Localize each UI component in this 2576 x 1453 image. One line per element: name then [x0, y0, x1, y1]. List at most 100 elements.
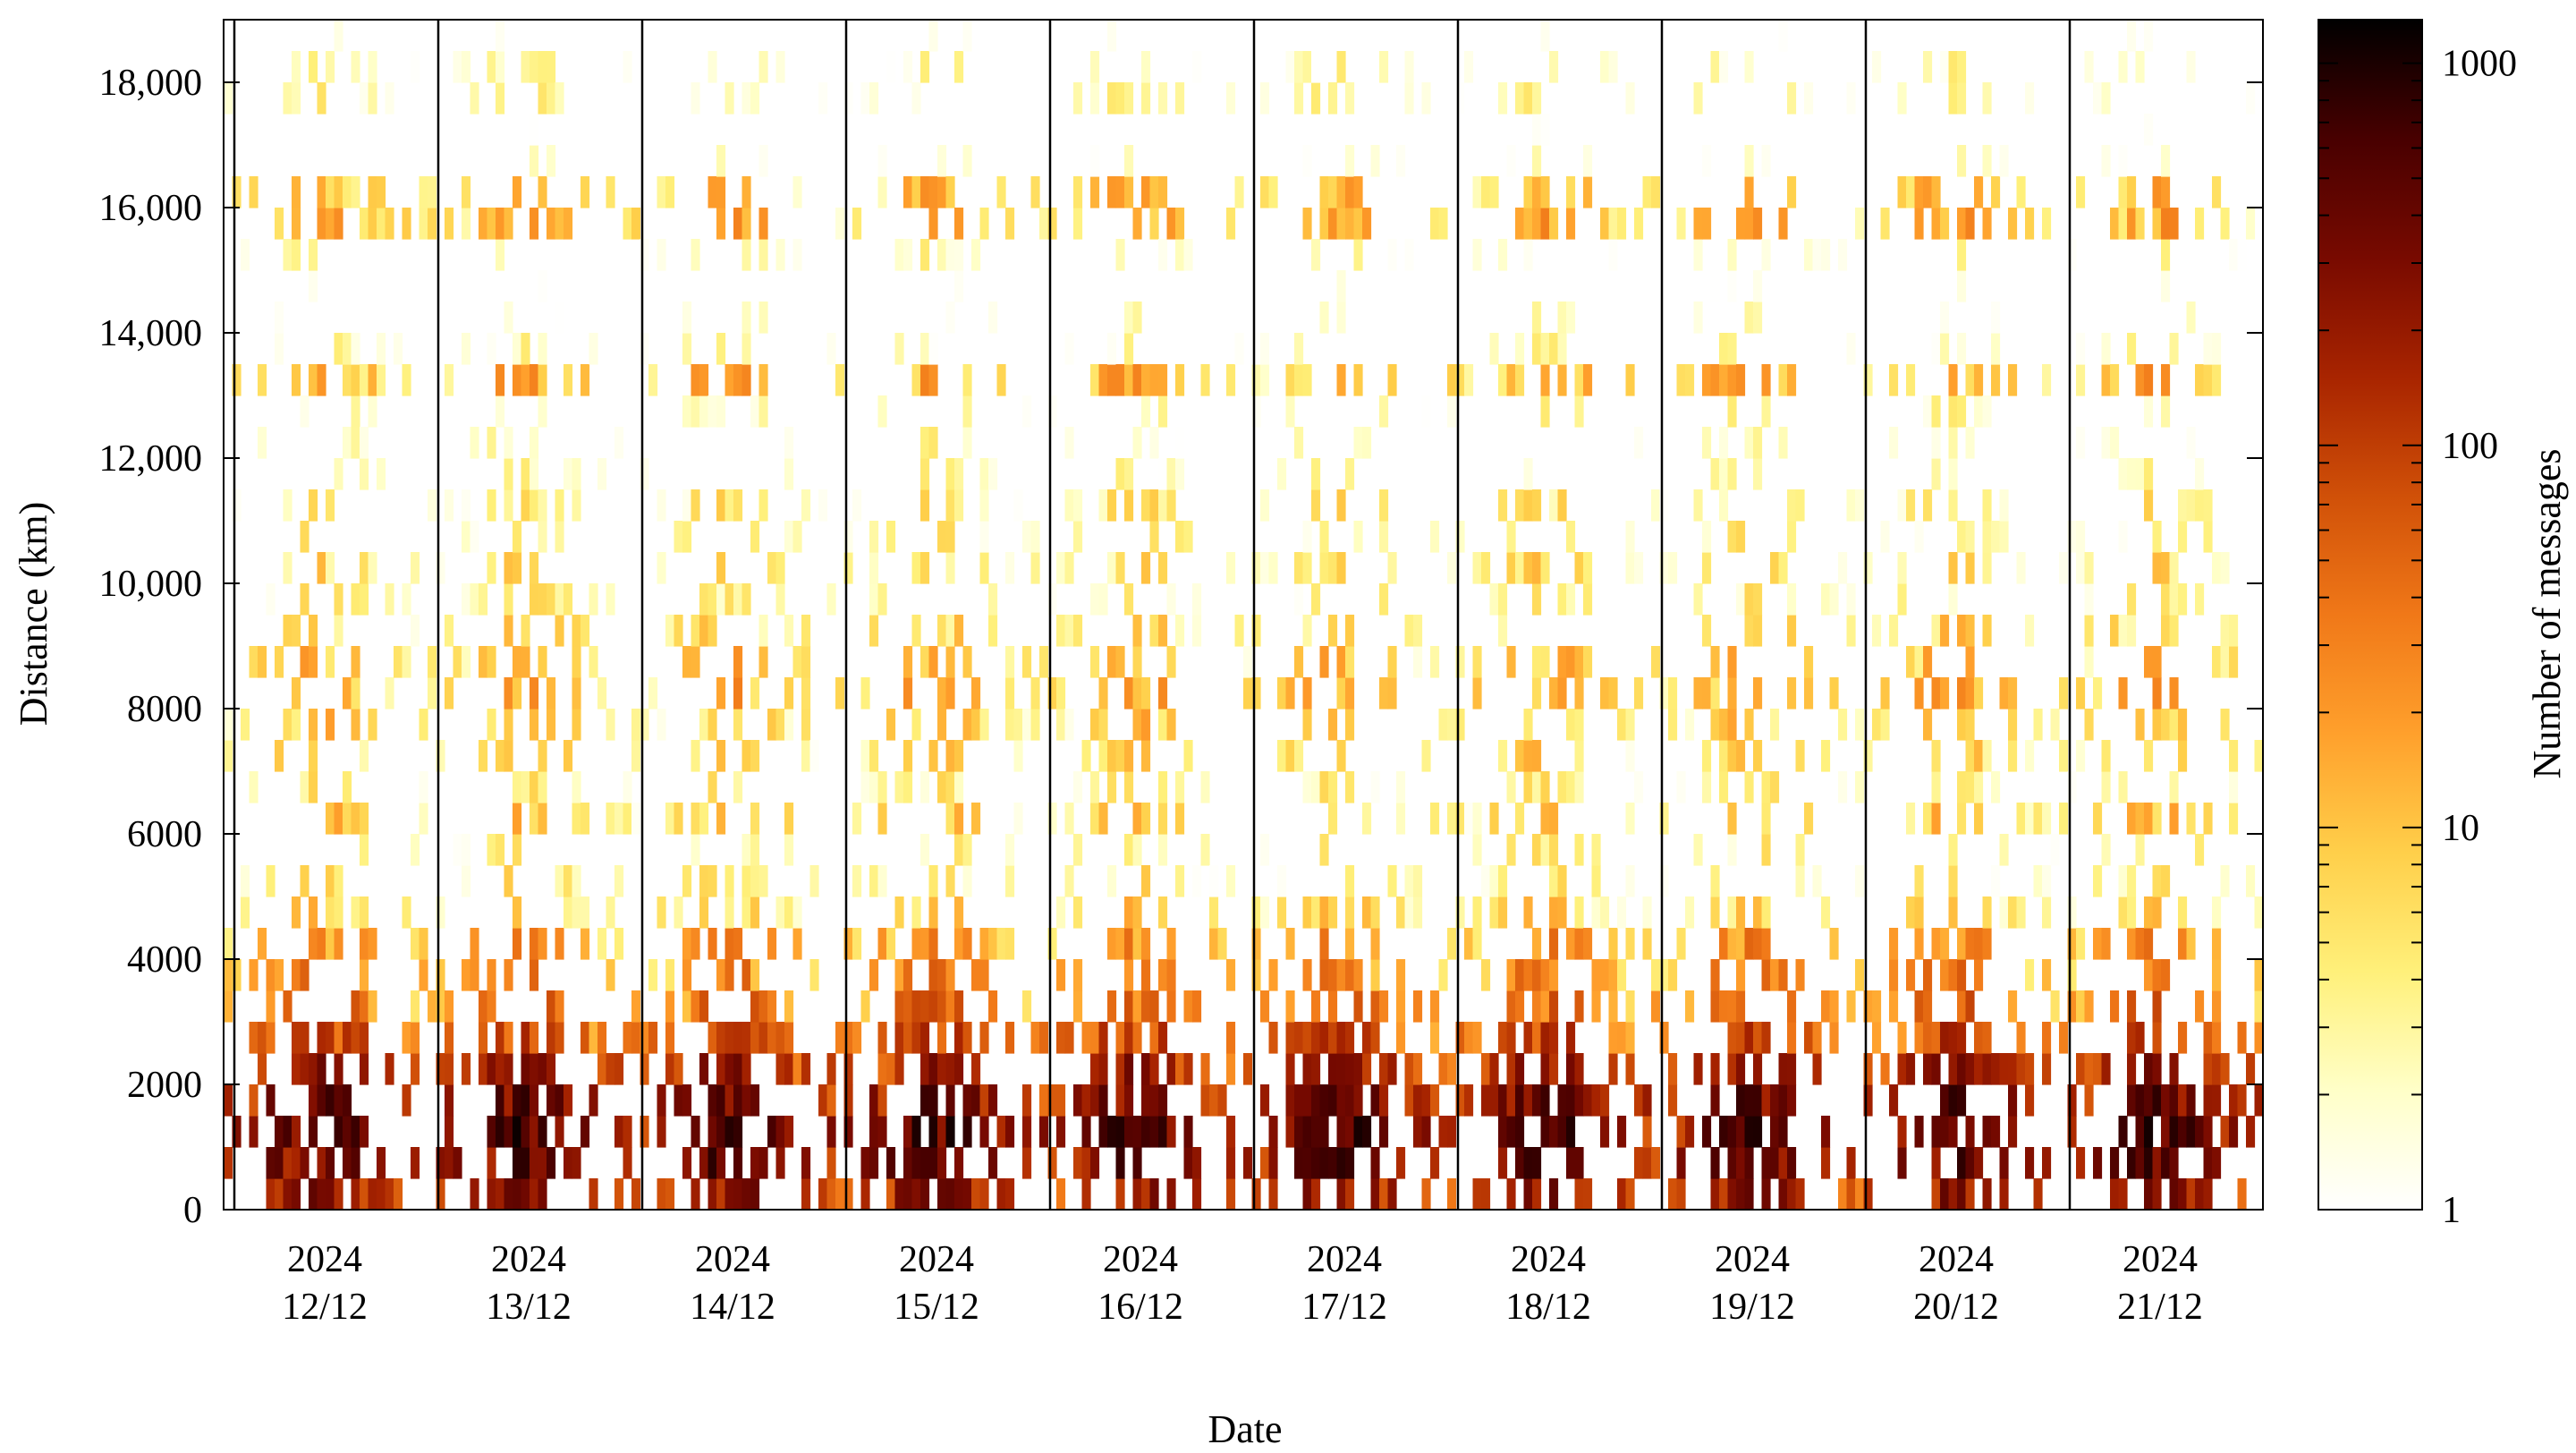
heatmap-cell	[547, 82, 556, 115]
heatmap-cell	[631, 803, 641, 835]
heatmap-cell	[360, 928, 369, 960]
heatmap-cell	[2135, 1084, 2145, 1117]
heatmap-cell	[784, 709, 794, 741]
heatmap-cell	[1515, 82, 1525, 115]
heatmap-cell	[708, 615, 717, 647]
heatmap-cell	[1804, 646, 1814, 678]
heatmap-cell	[1923, 990, 1933, 1023]
heatmap-cell	[886, 709, 896, 741]
heatmap-cell	[631, 1022, 641, 1054]
heatmap-cell	[937, 1022, 947, 1054]
heatmap-cell	[436, 1147, 445, 1179]
heatmap-cell	[911, 552, 921, 584]
heatmap-cell	[1506, 521, 1516, 553]
heatmap-cell	[1863, 552, 1873, 584]
heatmap-cell	[758, 865, 768, 897]
heatmap-cell	[2067, 959, 2077, 991]
heatmap-cell	[945, 740, 955, 772]
heatmap-cell	[1047, 1084, 1057, 1117]
heatmap-cell	[1098, 803, 1108, 835]
heatmap-cell	[1855, 489, 1865, 522]
heatmap-cell	[326, 896, 335, 929]
heatmap-cell	[1396, 959, 1406, 991]
heatmap-cell	[2135, 1022, 2145, 1054]
heatmap-cell	[1634, 771, 1644, 803]
heatmap-cell	[2084, 646, 2094, 678]
heatmap-cell	[1676, 1147, 1686, 1179]
heatmap-cell	[691, 834, 700, 866]
heatmap-cell	[1549, 1053, 1559, 1085]
heatmap-cell	[1132, 803, 1142, 835]
heatmap-cell	[1175, 208, 1185, 240]
heatmap-cell	[1753, 302, 1763, 334]
heatmap-cell	[1132, 896, 1142, 929]
heatmap-cell	[1090, 1147, 1100, 1179]
heatmap-cell	[750, 1147, 760, 1179]
heatmap-cell	[1821, 239, 1831, 271]
heatmap-cell	[1319, 1084, 1329, 1117]
heatmap-cell	[1523, 176, 1533, 208]
heatmap-cell	[224, 709, 233, 741]
heatmap-cell	[1744, 583, 1754, 616]
heatmap-cell	[2025, 615, 2035, 647]
heatmap-cell	[1124, 82, 1134, 115]
heatmap-cell	[266, 1178, 275, 1210]
x-tick-label-date: 17/12	[1301, 1287, 1387, 1328]
heatmap-cell	[2161, 176, 2171, 208]
heatmap-cell	[504, 1178, 513, 1210]
heatmap-cell	[445, 364, 454, 396]
heatmap-cell	[343, 1147, 352, 1179]
heatmap-cell	[538, 583, 547, 616]
heatmap-cell	[317, 552, 326, 584]
heatmap-cell	[1744, 427, 1754, 459]
heatmap-cell	[258, 646, 267, 678]
heatmap-cell	[724, 959, 734, 991]
heatmap-cell	[1090, 709, 1100, 741]
heatmap-cell	[513, 521, 522, 553]
heatmap-cell	[843, 1116, 853, 1148]
heatmap-cell	[1421, 395, 1431, 428]
heatmap-cell	[292, 1147, 301, 1179]
heatmap-cell	[971, 1178, 981, 1210]
heatmap-cell	[877, 1022, 887, 1054]
heatmap-cell	[513, 364, 522, 396]
heatmap-cell	[937, 990, 947, 1023]
heatmap-cell	[538, 333, 547, 365]
heatmap-cell	[1353, 1053, 1363, 1085]
heatmap-cell	[1608, 208, 1618, 240]
heatmap-cell	[530, 1147, 539, 1179]
heatmap-cell	[1566, 1084, 1576, 1117]
heatmap-cell	[513, 896, 522, 929]
heatmap-cell	[2127, 20, 2137, 52]
heatmap-cell	[1880, 521, 1890, 553]
heatmap-cell	[852, 489, 862, 522]
heatmap-cell	[962, 865, 972, 897]
x-tick-label-date: 15/12	[894, 1287, 979, 1328]
heatmap-cell	[1149, 176, 1159, 208]
heatmap-cell	[792, 646, 802, 678]
heatmap-cell	[530, 1178, 539, 1210]
heatmap-cell	[741, 583, 751, 616]
heatmap-cell	[2195, 990, 2205, 1023]
heatmap-cell	[2220, 552, 2230, 584]
heatmap-cell	[2212, 1053, 2222, 1085]
heatmap-cell	[1727, 333, 1737, 365]
heatmap-cell	[1047, 583, 1057, 616]
heatmap-cell	[1158, 364, 1168, 396]
heatmap-cell	[1574, 364, 1584, 396]
heatmap-cell	[1328, 1147, 1338, 1179]
heatmap-cell	[801, 709, 811, 741]
heatmap-cell	[402, 1022, 411, 1054]
heatmap-cell	[496, 1116, 505, 1148]
heatmap-cell	[758, 145, 768, 177]
heatmap-cell	[954, 51, 964, 83]
heatmap-cell	[1923, 176, 1933, 208]
heatmap-cell	[1166, 1178, 1176, 1210]
heatmap-cell	[691, 489, 700, 522]
heatmap-cell	[1311, 583, 1321, 616]
heatmap-cell	[1336, 489, 1346, 522]
heatmap-cell	[1311, 896, 1321, 929]
heatmap-cell	[538, 270, 547, 302]
heatmap-cell	[538, 1178, 547, 1210]
heatmap-cell	[249, 771, 258, 803]
